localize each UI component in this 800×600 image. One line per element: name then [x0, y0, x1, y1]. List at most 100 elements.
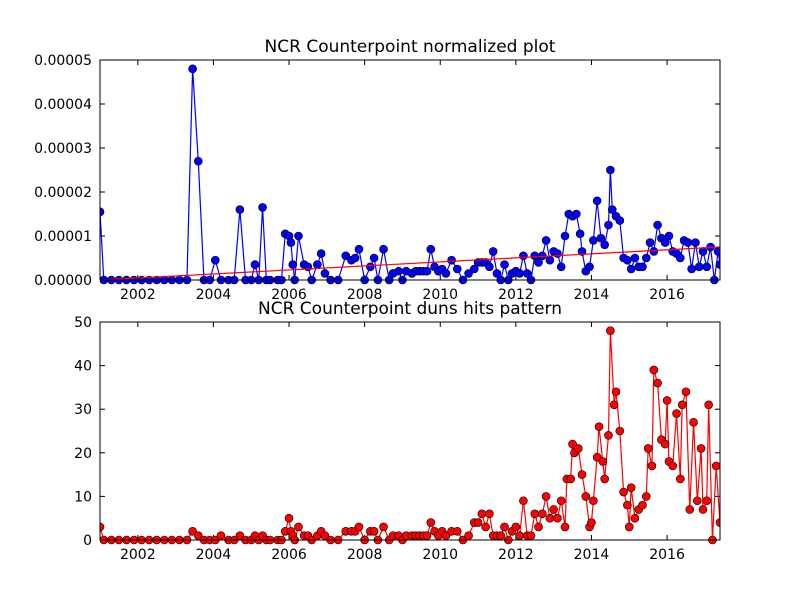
- data-point: [685, 505, 695, 514]
- y-tick-label: 50: [74, 315, 92, 331]
- data-point: [693, 496, 702, 506]
- data-point: [320, 269, 330, 278]
- data-point: [638, 500, 647, 510]
- y-tick-label: 0.00004: [34, 97, 92, 113]
- y-tick-label: 0.00005: [34, 53, 92, 69]
- data-point: [607, 205, 617, 214]
- data-point: [623, 255, 632, 265]
- data-point: [604, 431, 613, 440]
- data-point: [250, 260, 260, 269]
- data-point: [560, 231, 570, 241]
- data-point: [369, 253, 379, 263]
- y-tick-label: 10: [74, 489, 92, 505]
- data-point: [515, 269, 524, 278]
- axes-frame-top: [99, 59, 721, 281]
- data-point: [350, 253, 360, 263]
- y-tick-label: 0: [83, 533, 92, 549]
- data-point: [649, 247, 659, 256]
- data-point: [702, 496, 712, 506]
- data-point: [668, 461, 678, 471]
- data-point: [585, 262, 594, 272]
- y-tick-label: 0.00003: [34, 141, 92, 157]
- data-point: [592, 452, 602, 462]
- data-point: [589, 496, 598, 506]
- data-point: [677, 400, 687, 410]
- data-point: [522, 269, 532, 278]
- data-point: [694, 262, 704, 272]
- data-point: [188, 526, 197, 536]
- data-point: [638, 262, 647, 272]
- data-point: [500, 260, 509, 269]
- data-point: [641, 492, 651, 501]
- x-tick-label: 2012: [498, 547, 534, 563]
- data-point: [288, 260, 298, 269]
- y-tick-label: 30: [74, 402, 92, 418]
- axes-duns-hits-pattern: NCR Counterpoint duns hits pattern 2002 20…: [74, 299, 721, 563]
- data-point: [672, 409, 681, 418]
- x-tick-label: 2004: [196, 287, 232, 303]
- data-point: [538, 509, 547, 519]
- data-point: [683, 238, 693, 247]
- data-point: [643, 444, 653, 453]
- data-point: [294, 231, 303, 241]
- data-point: [485, 262, 494, 272]
- data-point: [422, 266, 432, 276]
- data-point: [615, 216, 625, 225]
- data-point: [369, 526, 379, 536]
- data-point: [556, 262, 566, 272]
- axes-frame-top: [99, 321, 721, 541]
- data-point: [422, 531, 432, 540]
- data-point: [235, 205, 245, 214]
- data-point: [526, 531, 536, 540]
- data-point: [623, 500, 632, 510]
- data-point: [653, 378, 662, 388]
- data-point: [689, 417, 698, 427]
- data-point: [676, 474, 685, 484]
- data-point: [188, 64, 197, 74]
- data-point: [426, 244, 436, 254]
- data-point: [545, 255, 555, 265]
- data-point: [587, 518, 596, 527]
- data-point: [534, 522, 543, 532]
- data-point: [452, 526, 462, 536]
- data-point: [193, 156, 203, 166]
- data-point: [452, 264, 462, 274]
- data-point: [660, 439, 670, 449]
- data-point: [216, 531, 226, 540]
- x-tick-label: 2006: [271, 547, 307, 563]
- data-point: [630, 513, 640, 523]
- data-point: [575, 229, 585, 239]
- data-point: [354, 244, 364, 254]
- data-point: [664, 231, 674, 241]
- data-point: [592, 196, 602, 206]
- data-point: [426, 518, 436, 527]
- chart-title: NCR Counterpoint normalized plot: [265, 37, 556, 57]
- data-point: [609, 400, 619, 410]
- data-point: [530, 509, 540, 519]
- data-point: [647, 461, 657, 471]
- data-point: [379, 244, 388, 254]
- data-point: [626, 264, 636, 274]
- y-tick-label: 0.00001: [34, 229, 92, 245]
- data-point: [313, 260, 322, 269]
- data-point: [545, 513, 555, 523]
- data-point: [596, 233, 606, 243]
- x-tick-label: 2012: [498, 287, 534, 303]
- data-point: [606, 165, 615, 175]
- data-point: [441, 269, 451, 278]
- data-point: [660, 238, 670, 247]
- data-point: [566, 474, 575, 484]
- data-point: [469, 264, 479, 274]
- data-point: [464, 531, 473, 540]
- data-point: [477, 509, 487, 519]
- data-point: [611, 387, 621, 397]
- data-point: [541, 492, 551, 501]
- x-tick-label: 2008: [347, 547, 383, 563]
- data-point: [354, 522, 364, 532]
- data-point: [698, 505, 708, 514]
- data-point: [379, 522, 388, 532]
- y-tick-label: 0.00002: [34, 185, 92, 201]
- data-point: [473, 518, 483, 527]
- data-point: [589, 236, 598, 245]
